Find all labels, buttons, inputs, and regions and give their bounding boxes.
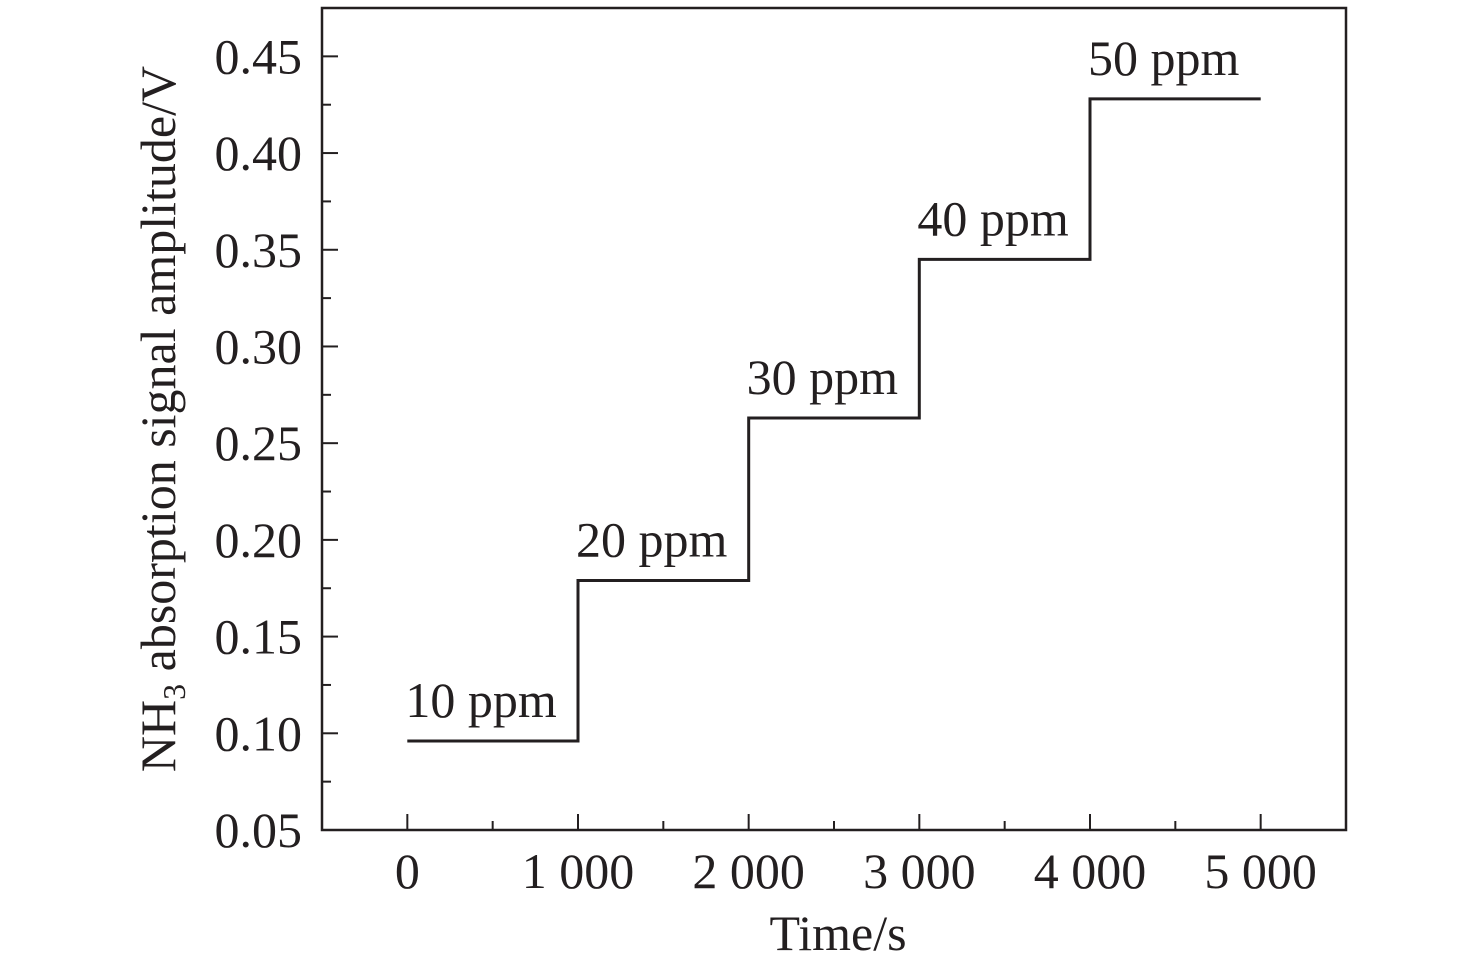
x-tick-label: 5 000	[1204, 843, 1317, 899]
concentration-annotations: 10 ppm 20 ppm 30 ppm 40 ppm 50 ppm	[405, 30, 1239, 728]
y-tick-label: 0.20	[215, 512, 303, 568]
axis-ticks	[322, 55, 1262, 831]
x-tick-label: 1 000	[522, 843, 635, 899]
annotation-label: 30 ppm	[747, 349, 899, 405]
y-tick-label: 0.25	[215, 415, 303, 471]
annotation-label: 50 ppm	[1088, 30, 1240, 86]
y-axis-title-subscript: 3	[156, 684, 192, 700]
y-tick-label: 0.45	[215, 28, 303, 84]
y-tick-label: 0.15	[215, 609, 303, 665]
x-tick-label: 2 000	[692, 843, 805, 899]
x-tick-label: 3 000	[863, 843, 976, 899]
y-tick-labels: 0.05 0.10 0.15 0.20 0.25 0.30 0.35 0.40 0.45	[215, 28, 303, 858]
y-tick-label: 0.10	[215, 705, 303, 761]
x-tick-label: 4 000	[1034, 843, 1147, 899]
annotation-label: 40 ppm	[917, 190, 1068, 246]
annotation-label: 20 ppm	[576, 511, 728, 567]
annotation-label: 10 ppm	[405, 672, 557, 728]
x-axis-title: Time/s	[769, 905, 906, 961]
x-tick-label: 0	[395, 843, 420, 899]
x-tick-labels: 0 1 000 2 000 3 000 4 000 5 000	[395, 843, 1317, 899]
y-axis-title: NH3 absorption signal amplitude/V	[130, 66, 192, 772]
y-tick-label: 0.40	[215, 125, 303, 181]
y-tick-label: 0.30	[215, 318, 303, 374]
series-line	[407, 97, 1261, 743]
y-tick-label: 0.05	[215, 802, 303, 858]
y-tick-label: 0.35	[215, 222, 303, 278]
y-axis-title-main: NH	[130, 700, 186, 772]
y-axis-title-rest: absorption signal amplitude/V	[130, 66, 186, 684]
